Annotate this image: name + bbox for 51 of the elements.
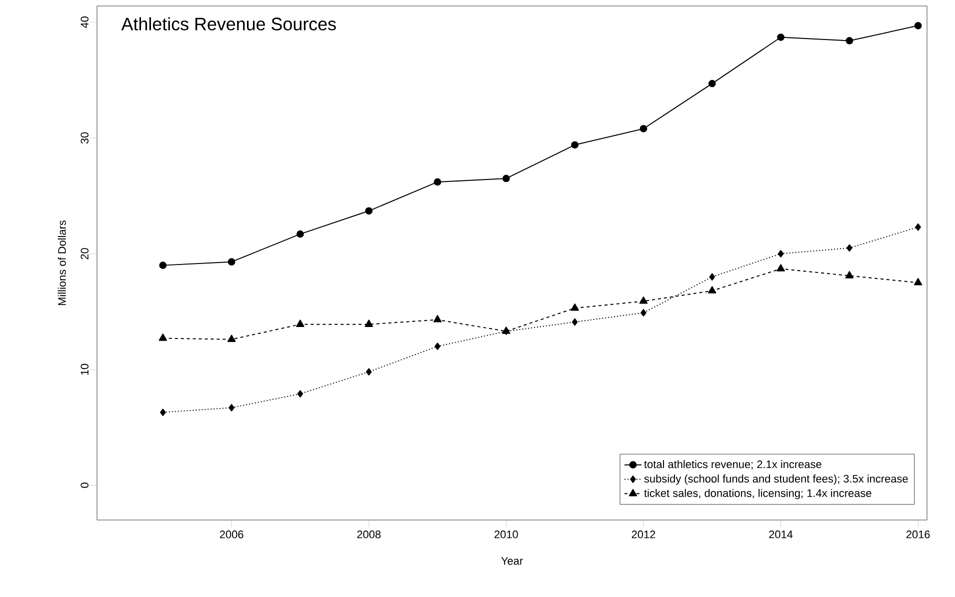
x-tick-label: 2006 — [220, 530, 244, 538]
y-tick-label: 0 — [80, 482, 88, 488]
x-tick-label: 2014 — [769, 530, 793, 538]
point — [914, 22, 922, 30]
point — [640, 309, 646, 316]
point — [434, 178, 442, 186]
y-tick-label: 20 — [80, 248, 88, 260]
point — [776, 264, 785, 272]
point — [571, 141, 579, 149]
point — [296, 230, 304, 238]
y-tick-label: 30 — [80, 132, 88, 144]
point — [228, 404, 234, 412]
point — [708, 80, 716, 88]
x-tick-label: 2012 — [632, 530, 656, 538]
point — [228, 258, 236, 266]
point — [570, 303, 579, 311]
point — [708, 286, 716, 294]
point — [914, 278, 922, 286]
point — [846, 37, 854, 44]
point — [158, 334, 168, 341]
point — [365, 207, 373, 215]
legend-label: ticket sales, donations, licensing; 1.4x increase — [644, 488, 872, 500]
point — [160, 408, 166, 416]
point — [159, 262, 167, 269]
point — [502, 174, 510, 182]
point — [433, 315, 442, 322]
x-tick-label: 2016 — [906, 530, 930, 538]
point — [434, 342, 440, 350]
legend-label: total athletics revenue; 2.1x increase — [644, 460, 822, 470]
point — [366, 368, 372, 376]
point — [640, 125, 648, 132]
x-tick-label: 2010 — [494, 530, 518, 538]
point — [915, 223, 921, 231]
x-tick-label: 2008 — [357, 530, 381, 538]
y-tick-label: 10 — [80, 364, 88, 375]
point — [297, 390, 304, 398]
point — [639, 296, 648, 304]
point — [778, 250, 784, 258]
point — [364, 320, 373, 327]
y-axis-title: Millions of Dollars — [58, 220, 66, 306]
point — [296, 320, 304, 327]
chart-title: Athletics Revenue Sources — [121, 17, 336, 30]
point — [777, 34, 784, 41]
point — [572, 318, 578, 326]
point — [845, 271, 854, 278]
y-tick-label: 40 — [80, 16, 88, 28]
legend-label: subsidy (school funds and student fees); 3.5x increase — [644, 474, 908, 485]
point — [227, 334, 236, 342]
point — [709, 273, 716, 281]
x-axis-title: Year — [501, 557, 523, 565]
point — [846, 244, 852, 252]
